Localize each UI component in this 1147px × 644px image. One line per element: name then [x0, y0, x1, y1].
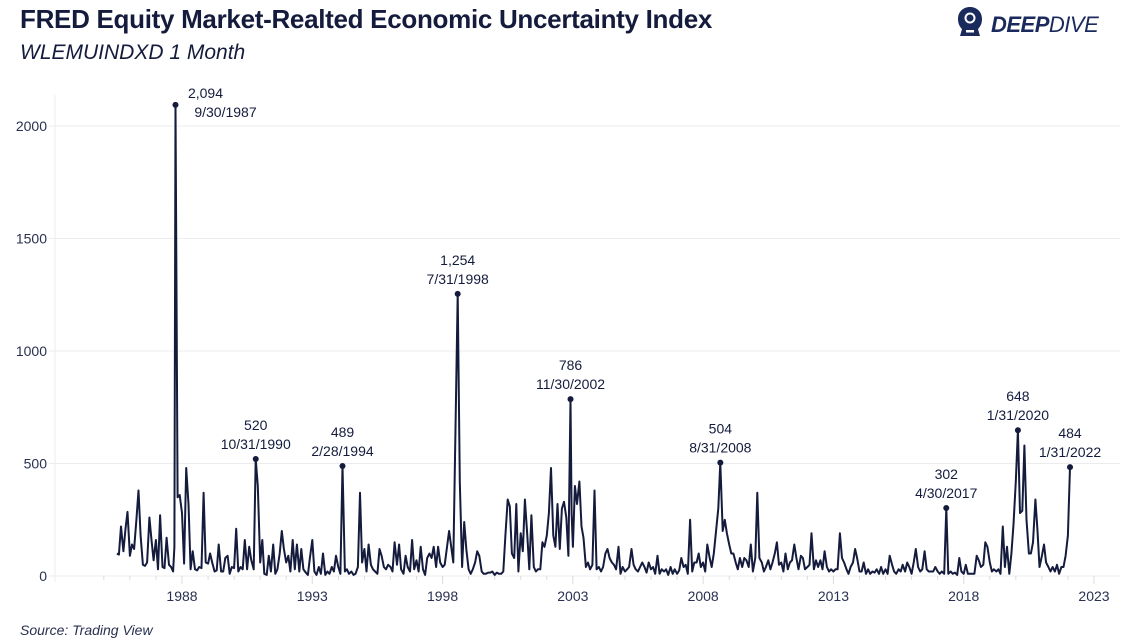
y-tick-label: 1000 — [16, 343, 47, 359]
peak-marker — [454, 290, 461, 297]
peak-marker — [252, 456, 259, 462]
peak-date-label: 4/30/2017 — [915, 485, 977, 501]
peak-date-label: 9/30/1987 — [194, 104, 256, 120]
peak-value-label: 504 — [709, 421, 733, 437]
peak-value-label: 489 — [331, 424, 355, 440]
peak-value-label: 1,254 — [440, 252, 475, 268]
peak-date-label: 7/31/1998 — [427, 271, 489, 287]
peak-marker — [717, 459, 724, 466]
logo-text-bold: DEEP — [991, 12, 1049, 37]
logo-text: DEEPDIVE — [991, 12, 1099, 38]
peak-date-label: 1/31/2020 — [987, 407, 1049, 423]
peak-marker — [943, 505, 950, 512]
peak-date-label: 8/31/2008 — [689, 440, 751, 456]
series-line-wlemuindxd — [116, 103, 1071, 576]
x-tick-label: 1993 — [297, 588, 328, 604]
peak-marker — [172, 101, 179, 108]
peak-date-label: 11/30/2002 — [536, 376, 605, 392]
peak-date-label: 2/28/1994 — [311, 443, 373, 459]
x-tick-label: 2023 — [1078, 588, 1109, 604]
x-tick-label: 2013 — [818, 588, 849, 604]
y-tick-label: 0 — [39, 568, 47, 584]
deepdive-logo: DEEPDIVE — [955, 6, 1099, 44]
y-tick-label: 500 — [24, 456, 48, 472]
peak-value-label: 484 — [1058, 425, 1082, 441]
peak-value-label: 520 — [244, 417, 268, 433]
logo-text-light: DIVE — [1048, 12, 1099, 37]
chart-title: FRED Equity Market-Realted Economic Unce… — [20, 4, 713, 34]
x-tick-label: 1988 — [166, 588, 197, 604]
peak-value-label: 648 — [1006, 388, 1030, 404]
peak-date-label: 1/31/2022 — [1039, 444, 1101, 460]
chart-subtitle: WLEMUINDXD 1 Month — [20, 41, 246, 64]
x-axis-ticks: 1988 1993 1998 2003 2008 2013 2018 2023 — [103, 576, 1110, 604]
peak-marker — [567, 396, 574, 403]
y-tick-label: 2000 — [16, 118, 47, 134]
x-tick-label: 1998 — [427, 588, 458, 604]
diving-helmet-icon — [955, 6, 985, 44]
y-tick-label: 1500 — [16, 231, 47, 247]
peak-marker — [1067, 464, 1074, 471]
peak-value-label: 2,094 — [188, 85, 223, 101]
peak-annotations: 2,094 9/30/1987 520 10/31/1990 489 2/28/1994 1… — [172, 85, 1101, 512]
source-note: Source: Trading View — [20, 622, 153, 638]
peak-value-label: 302 — [935, 466, 959, 482]
peak-marker — [339, 462, 346, 469]
peak-value-label: 786 — [559, 357, 583, 373]
x-tick-label: 2018 — [948, 588, 979, 604]
x-tick-label: 2003 — [557, 588, 588, 604]
peak-marker — [1014, 427, 1021, 434]
y-axis-ticks: 0 500 1000 1500 2000 — [16, 118, 47, 584]
x-tick-label: 2008 — [688, 588, 719, 604]
peak-date-label: 10/31/1990 — [221, 436, 291, 452]
gridlines — [49, 95, 1120, 582]
